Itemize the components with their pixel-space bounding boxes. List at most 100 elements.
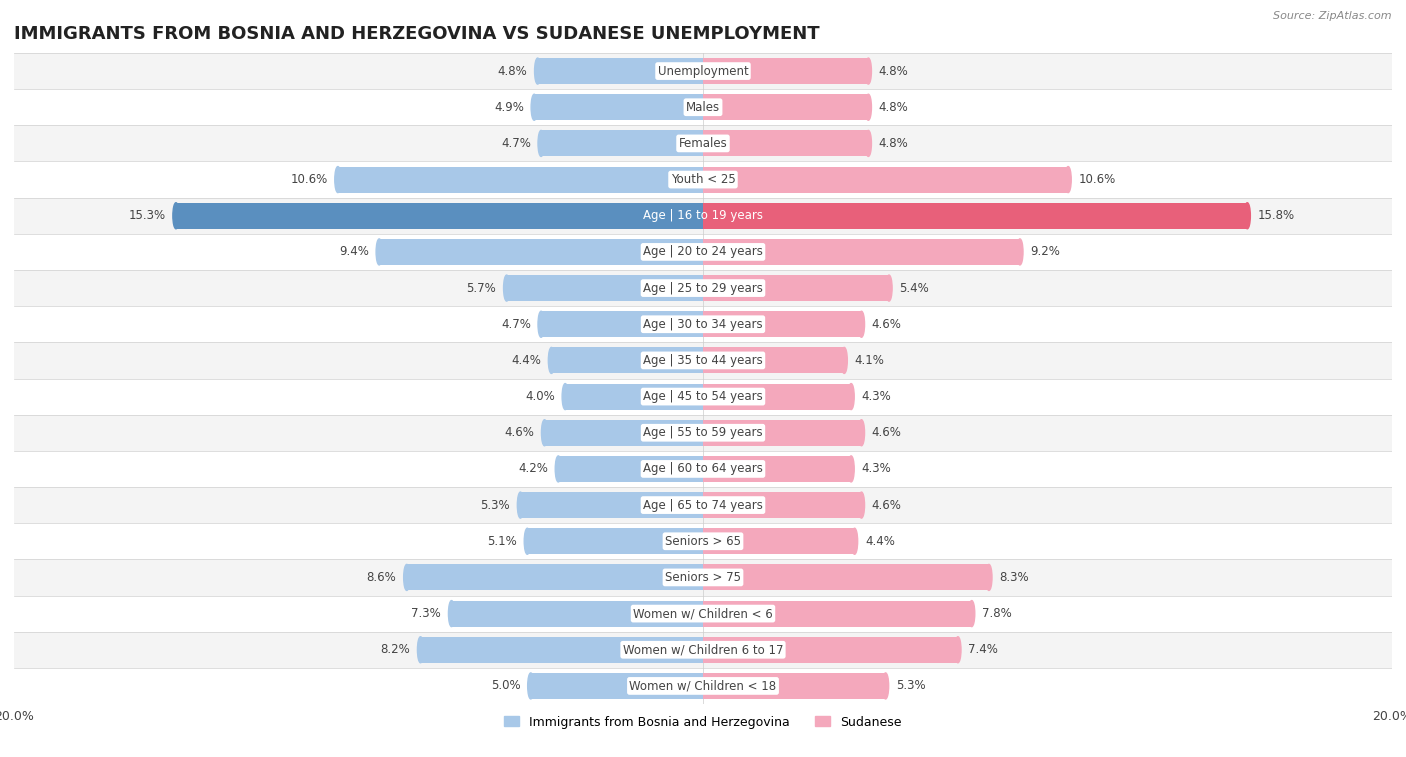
Bar — [14, 161, 1392, 198]
Ellipse shape — [527, 673, 534, 699]
Bar — [337, 167, 703, 192]
Ellipse shape — [534, 58, 541, 84]
Text: 15.3%: 15.3% — [128, 209, 166, 223]
Text: 9.2%: 9.2% — [1031, 245, 1060, 258]
Ellipse shape — [449, 600, 454, 627]
Bar — [14, 378, 1392, 415]
Ellipse shape — [404, 565, 411, 590]
Bar — [14, 342, 1392, 378]
Bar — [703, 239, 1019, 265]
Legend: Immigrants from Bosnia and Herzegovina, Sudanese: Immigrants from Bosnia and Herzegovina, … — [499, 711, 907, 734]
Bar — [14, 89, 1392, 126]
Text: 4.3%: 4.3% — [862, 463, 891, 475]
Text: Unemployment: Unemployment — [658, 64, 748, 77]
Text: Age | 16 to 19 years: Age | 16 to 19 years — [643, 209, 763, 223]
Text: 4.6%: 4.6% — [872, 318, 901, 331]
Bar — [558, 456, 703, 482]
Bar — [531, 673, 703, 699]
Text: 4.4%: 4.4% — [865, 534, 894, 548]
Text: 4.0%: 4.0% — [524, 390, 555, 403]
Bar — [14, 53, 1392, 89]
Ellipse shape — [1017, 239, 1024, 265]
Text: Age | 45 to 54 years: Age | 45 to 54 years — [643, 390, 763, 403]
Ellipse shape — [858, 492, 865, 518]
Bar — [14, 198, 1392, 234]
Text: 5.3%: 5.3% — [481, 499, 510, 512]
Text: 4.1%: 4.1% — [855, 354, 884, 367]
Ellipse shape — [883, 673, 889, 699]
Bar — [14, 234, 1392, 270]
Ellipse shape — [503, 275, 510, 301]
Text: 5.0%: 5.0% — [491, 680, 520, 693]
Bar — [703, 311, 862, 338]
Ellipse shape — [524, 528, 530, 554]
Bar — [406, 565, 703, 590]
Bar — [703, 167, 1069, 192]
Bar — [703, 275, 889, 301]
Text: Age | 55 to 59 years: Age | 55 to 59 years — [643, 426, 763, 439]
Text: 4.6%: 4.6% — [505, 426, 534, 439]
Text: Seniors > 65: Seniors > 65 — [665, 534, 741, 548]
Bar — [451, 600, 703, 627]
Text: IMMIGRANTS FROM BOSNIA AND HERZEGOVINA VS SUDANESE UNEMPLOYMENT: IMMIGRANTS FROM BOSNIA AND HERZEGOVINA V… — [14, 25, 820, 43]
Text: 5.4%: 5.4% — [900, 282, 929, 294]
Bar — [703, 637, 957, 663]
Text: Males: Males — [686, 101, 720, 114]
Text: 7.4%: 7.4% — [969, 643, 998, 656]
Bar — [534, 94, 703, 120]
Bar — [703, 528, 855, 554]
Text: 5.3%: 5.3% — [896, 680, 925, 693]
Ellipse shape — [418, 637, 423, 663]
Bar — [527, 528, 703, 554]
Bar — [14, 523, 1392, 559]
Bar — [14, 306, 1392, 342]
Text: Females: Females — [679, 137, 727, 150]
Bar — [380, 239, 703, 265]
Bar — [506, 275, 703, 301]
Ellipse shape — [969, 600, 974, 627]
Bar — [14, 487, 1392, 523]
Ellipse shape — [1244, 203, 1250, 229]
Text: Age | 30 to 34 years: Age | 30 to 34 years — [643, 318, 763, 331]
Bar — [14, 451, 1392, 487]
Bar — [703, 58, 869, 84]
Bar — [14, 631, 1392, 668]
Bar — [176, 203, 703, 229]
Bar — [703, 347, 844, 373]
Bar — [544, 419, 703, 446]
Bar — [541, 130, 703, 157]
Text: Youth < 25: Youth < 25 — [671, 173, 735, 186]
Text: 4.3%: 4.3% — [862, 390, 891, 403]
Text: 4.6%: 4.6% — [872, 499, 901, 512]
Bar — [537, 58, 703, 84]
Text: 7.3%: 7.3% — [412, 607, 441, 620]
Ellipse shape — [852, 528, 858, 554]
Bar — [541, 311, 703, 338]
Text: 4.7%: 4.7% — [501, 137, 531, 150]
Bar — [520, 492, 703, 518]
Bar — [703, 94, 869, 120]
Bar — [565, 384, 703, 410]
Text: Source: ZipAtlas.com: Source: ZipAtlas.com — [1274, 11, 1392, 21]
Text: 4.6%: 4.6% — [872, 426, 901, 439]
Ellipse shape — [858, 311, 865, 338]
Ellipse shape — [986, 565, 993, 590]
Text: 4.4%: 4.4% — [512, 354, 541, 367]
Text: Women w/ Children < 18: Women w/ Children < 18 — [630, 680, 776, 693]
Bar — [14, 559, 1392, 596]
Ellipse shape — [858, 419, 865, 446]
Bar — [703, 456, 851, 482]
Ellipse shape — [865, 130, 872, 157]
Ellipse shape — [955, 637, 962, 663]
Text: 9.4%: 9.4% — [339, 245, 368, 258]
Text: Seniors > 75: Seniors > 75 — [665, 571, 741, 584]
Bar — [703, 130, 869, 157]
Bar — [703, 419, 862, 446]
Bar — [14, 270, 1392, 306]
Text: Women w/ Children < 6: Women w/ Children < 6 — [633, 607, 773, 620]
Text: 8.6%: 8.6% — [367, 571, 396, 584]
Ellipse shape — [886, 275, 893, 301]
Text: Age | 25 to 29 years: Age | 25 to 29 years — [643, 282, 763, 294]
Text: 10.6%: 10.6% — [1078, 173, 1116, 186]
Text: 8.2%: 8.2% — [381, 643, 411, 656]
